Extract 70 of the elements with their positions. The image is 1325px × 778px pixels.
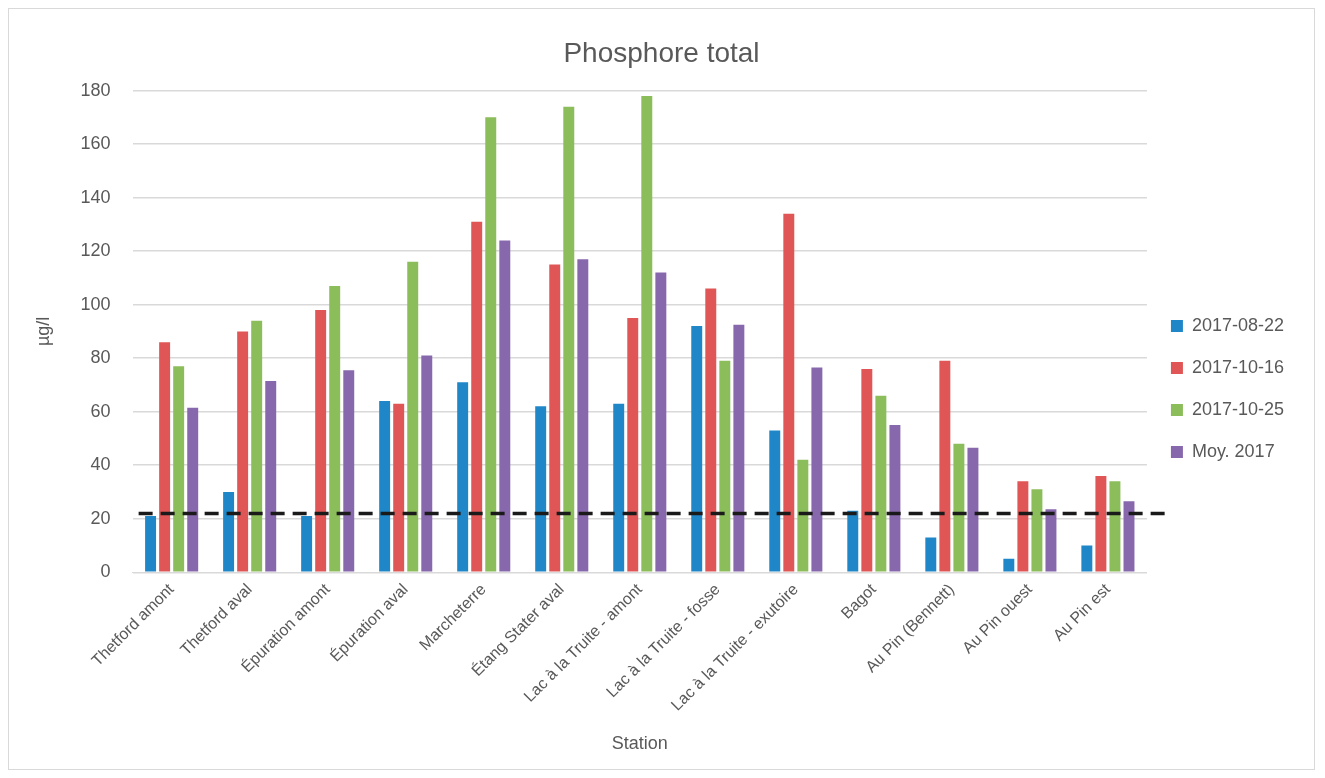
bar bbox=[343, 370, 355, 572]
bar bbox=[457, 382, 469, 572]
bar bbox=[691, 326, 703, 572]
bar bbox=[315, 310, 327, 572]
legend-label: 2017-10-16 bbox=[1191, 356, 1284, 377]
y-tick-label: 160 bbox=[80, 133, 111, 154]
bar bbox=[145, 516, 157, 572]
bar bbox=[301, 516, 313, 572]
bar bbox=[861, 368, 873, 572]
bar bbox=[925, 537, 937, 572]
bar bbox=[847, 510, 859, 572]
bar bbox=[705, 288, 717, 572]
y-tick-label: 20 bbox=[90, 507, 111, 528]
y-tick-label: 180 bbox=[80, 79, 111, 100]
bar bbox=[535, 406, 547, 572]
bar bbox=[967, 447, 979, 572]
y-axis-title: µg/l bbox=[32, 316, 53, 347]
bar bbox=[797, 459, 809, 572]
x-tick-label: Au Pin est bbox=[1049, 579, 1114, 644]
legend-label: Moy. 2017 bbox=[1191, 440, 1275, 461]
bar bbox=[471, 221, 483, 572]
bar bbox=[173, 366, 185, 572]
x-axis-title: Station bbox=[611, 733, 668, 754]
y-tick-label: 100 bbox=[80, 293, 111, 314]
bar bbox=[1123, 501, 1135, 572]
bar bbox=[953, 443, 965, 572]
bar bbox=[1081, 545, 1093, 572]
bar bbox=[159, 342, 171, 572]
bar bbox=[1045, 509, 1057, 572]
bar bbox=[1003, 558, 1015, 572]
bar bbox=[939, 360, 951, 572]
bar bbox=[889, 425, 901, 572]
bar bbox=[499, 240, 511, 572]
bar bbox=[1109, 481, 1121, 572]
bar bbox=[251, 320, 263, 572]
bar bbox=[875, 395, 887, 572]
bar bbox=[783, 213, 795, 572]
bar bbox=[223, 491, 235, 572]
legend-label: 2017-08-22 bbox=[1191, 314, 1284, 335]
bar bbox=[187, 407, 199, 572]
bar bbox=[237, 331, 249, 572]
legend-label: 2017-10-25 bbox=[1191, 398, 1284, 419]
bar bbox=[655, 272, 667, 572]
y-tick-label: 60 bbox=[90, 400, 111, 421]
bar bbox=[485, 117, 497, 572]
y-tick-label: 0 bbox=[100, 561, 111, 582]
bar bbox=[549, 264, 561, 572]
bar bbox=[733, 324, 745, 572]
bar bbox=[393, 403, 405, 572]
bar bbox=[641, 95, 653, 572]
bar bbox=[265, 380, 277, 572]
bar bbox=[719, 360, 731, 572]
bar bbox=[577, 259, 589, 572]
bar bbox=[563, 106, 575, 572]
bar bbox=[379, 401, 391, 572]
bar bbox=[1095, 475, 1107, 572]
y-tick-label: 80 bbox=[90, 347, 111, 368]
bar bbox=[1017, 481, 1029, 572]
bar bbox=[613, 403, 625, 572]
bar bbox=[421, 355, 433, 572]
bar bbox=[769, 430, 781, 572]
y-tick-label: 120 bbox=[80, 240, 111, 261]
chart-title: Phosphore total bbox=[563, 36, 760, 68]
bar bbox=[329, 285, 341, 572]
bar bbox=[627, 318, 639, 572]
y-tick-label: 140 bbox=[80, 186, 111, 207]
bar bbox=[811, 367, 823, 572]
y-tick-label: 40 bbox=[90, 454, 111, 475]
bar bbox=[1031, 489, 1043, 572]
bar bbox=[407, 261, 419, 572]
